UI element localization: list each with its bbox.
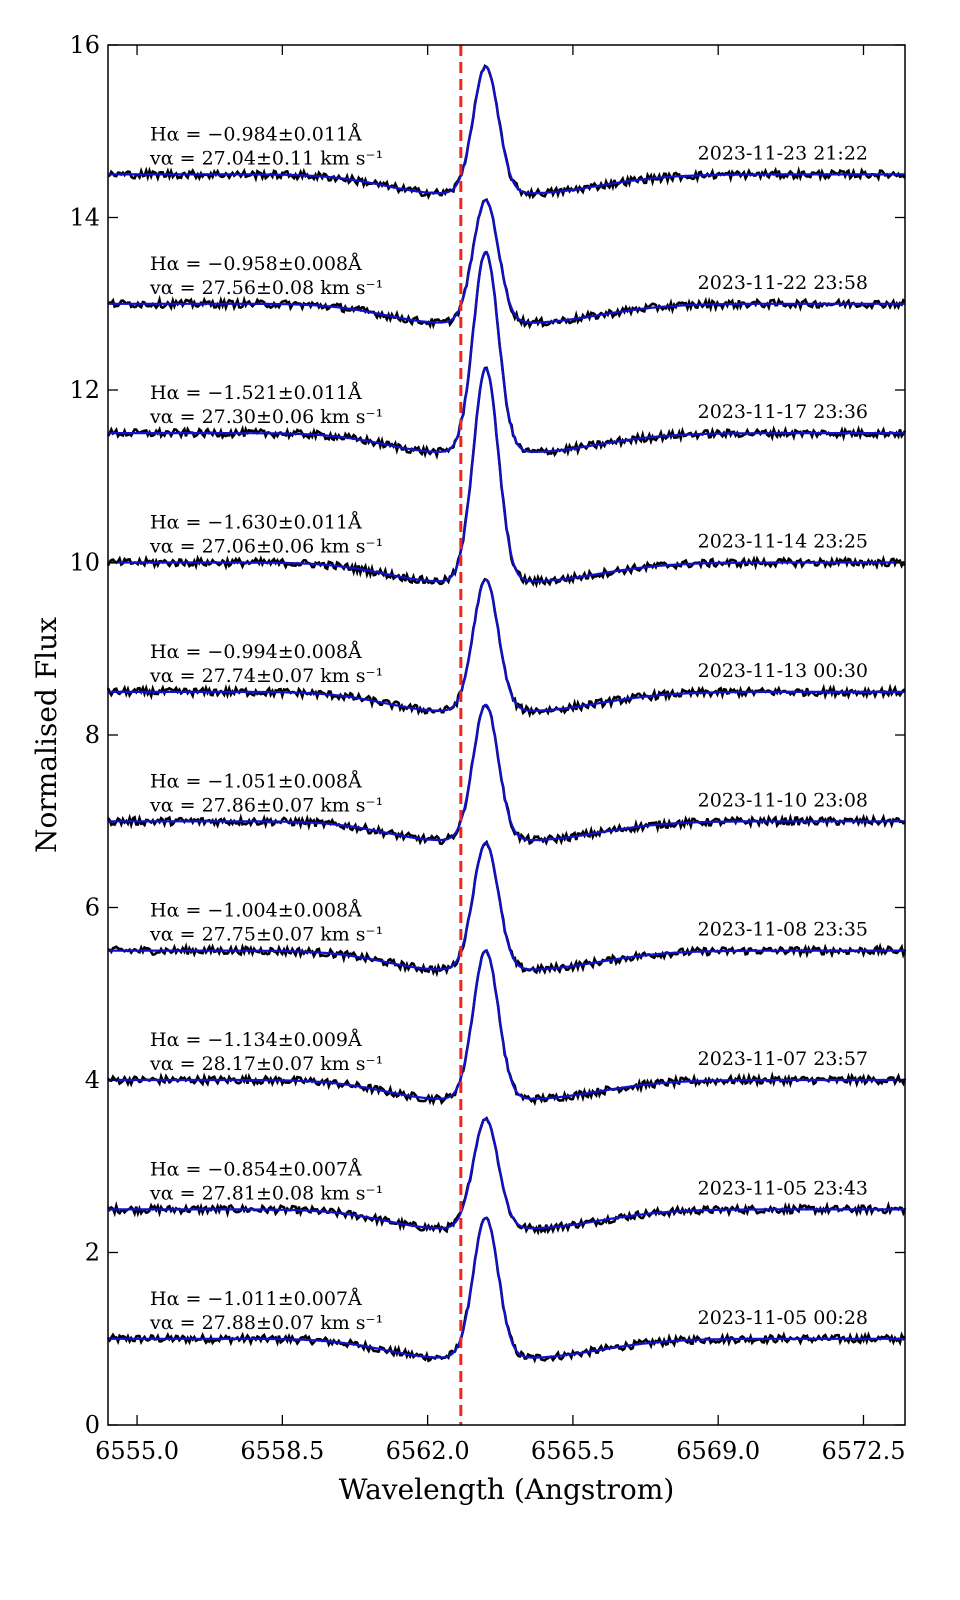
x-tick-label: 6562.0 [386,1437,470,1465]
model-fit-0 [108,1216,905,1359]
velocity-label: vα = 27.81±0.08 km s⁻¹ [149,1182,383,1204]
velocity-label: vα = 27.86±0.07 km s⁻¹ [149,794,383,816]
date-label: 2023-11-07 23:57 [698,1048,868,1070]
x-tick-label: 6555.0 [95,1437,179,1465]
y-tick-label: 10 [69,549,100,577]
model-fit-2 [108,949,905,1100]
y-tick-label: 8 [85,721,100,749]
model-fit-8 [108,199,905,324]
velocity-label: vα = 27.06±0.06 km s⁻¹ [149,536,383,558]
model-fit-7 [108,250,905,453]
velocity-label: vα = 27.74±0.07 km s⁻¹ [149,665,383,687]
x-tick-label: 6558.5 [240,1437,324,1465]
x-tick-label: 6572.5 [821,1437,905,1465]
halpha-label: Hα = −1.011±0.007Å [150,1288,362,1310]
halpha-label: Hα = −0.994±0.008Å [150,641,362,663]
date-label: 2023-11-14 23:25 [698,531,868,553]
x-tick-label: 6565.5 [531,1437,615,1465]
velocity-label: vα = 27.56±0.08 km s⁻¹ [149,277,383,299]
date-label: 2023-11-13 00:30 [698,660,868,682]
velocity-label: vα = 27.75±0.07 km s⁻¹ [149,924,383,946]
y-tick-label: 6 [85,894,100,922]
velocity-label: vα = 27.30±0.06 km s⁻¹ [149,406,383,428]
date-label: 2023-11-17 23:36 [698,401,868,423]
y-tick-label: 14 [69,204,100,232]
model-fit-3 [108,841,905,971]
y-tick-label: 16 [69,31,100,59]
y-tick-label: 2 [85,1239,100,1267]
halpha-label: Hα = −0.854±0.007Å [150,1158,362,1180]
velocity-label: vα = 28.17±0.07 km s⁻¹ [149,1053,383,1075]
date-label: 2023-11-23 21:22 [698,142,868,164]
halpha-label: Hα = −1.134±0.009Å [150,1029,362,1051]
halpha-label: Hα = −1.521±0.011Å [150,382,362,404]
velocity-label: vα = 27.04±0.11 km s⁻¹ [149,147,383,169]
y-tick-label: 4 [85,1066,100,1094]
model-fit-6 [108,367,905,583]
model-fit-5 [108,578,905,712]
halpha-label: Hα = −0.958±0.008Å [150,253,362,275]
date-label: 2023-11-08 23:35 [698,919,868,941]
date-label: 2023-11-05 23:43 [698,1177,868,1199]
halpha-label: Hα = −1.004±0.008Å [150,900,362,922]
date-label: 2023-11-22 23:58 [698,272,868,294]
date-label: 2023-11-05 00:28 [698,1307,868,1329]
y-axis-label: Normalised Flux [30,617,63,853]
model-fit-9 [108,65,905,195]
tick-layer: 6555.0 6558.5 6562.0 6565.5 6569.0 6572.5 0 2 4 6… [69,31,905,1465]
date-label: 2023-11-10 23:08 [698,789,868,811]
x-axis-label: Wavelength (Angstrom) [339,1473,675,1506]
halpha-label: Hα = −1.630±0.011Å [150,512,362,534]
velocity-label: vα = 27.88±0.07 km s⁻¹ [149,1312,383,1334]
y-tick-label: 0 [85,1411,100,1439]
y-tick-label: 12 [69,376,100,404]
model-fit-4 [108,703,905,842]
series-layer [106,64,907,1364]
model-fit-1 [108,1117,905,1230]
x-tick-label: 6569.0 [676,1437,760,1465]
halpha-label: Hα = −1.051±0.008Å [150,770,362,792]
halpha-label: Hα = −0.984±0.011Å [150,123,362,145]
